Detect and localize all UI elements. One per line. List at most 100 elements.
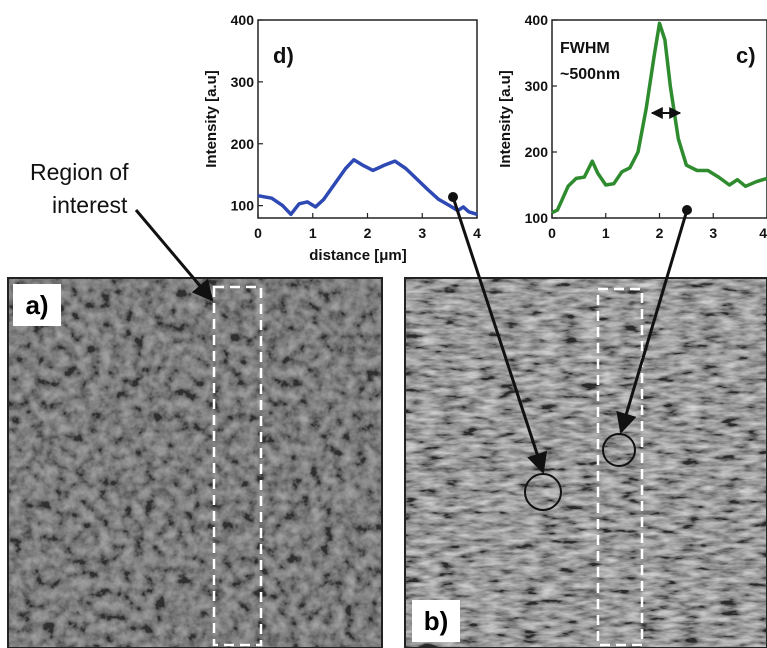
data-point bbox=[653, 55, 655, 58]
data-point bbox=[306, 201, 309, 203]
data-point bbox=[621, 171, 623, 173]
data-point bbox=[744, 185, 747, 188]
data-point bbox=[437, 198, 440, 201]
chart-d-ticks: 100 200 300 400 0 1 2 3 4 bbox=[231, 12, 481, 241]
chart-d: d) Intensity [a.u] distance [μm] 100 200 3… bbox=[203, 12, 481, 264]
fwhm-value: ~500nm bbox=[560, 66, 620, 83]
region-of-interest-box-b bbox=[596, 287, 644, 647]
y-tick-label: 100 bbox=[525, 210, 549, 226]
data-point bbox=[717, 176, 720, 178]
panel-b-label: b) bbox=[424, 606, 449, 636]
data-point bbox=[290, 213, 292, 216]
region-of-interest-box-a bbox=[212, 285, 263, 647]
data-point bbox=[448, 204, 451, 207]
chart-d-ylabel: Intensity [a.u] bbox=[203, 70, 220, 168]
data-point bbox=[344, 167, 347, 170]
panel-b-frame bbox=[404, 277, 767, 648]
data-point bbox=[405, 167, 407, 170]
leader-arrow-c bbox=[616, 209, 689, 435]
data-point bbox=[415, 178, 418, 180]
data-point bbox=[561, 197, 564, 199]
data-point bbox=[685, 164, 688, 166]
data-point bbox=[314, 206, 317, 208]
roi-annotation: Region of interest bbox=[30, 159, 214, 302]
data-point bbox=[696, 169, 698, 172]
data-point bbox=[394, 160, 396, 162]
x-tick-label: 1 bbox=[309, 225, 317, 241]
data-point bbox=[575, 177, 577, 180]
y-tick-label: 300 bbox=[231, 74, 255, 90]
data-point bbox=[613, 182, 615, 185]
roi-arrow bbox=[134, 209, 214, 302]
data-point bbox=[604, 184, 607, 186]
data-point bbox=[629, 167, 631, 169]
data-point bbox=[677, 138, 680, 140]
data-point bbox=[567, 185, 569, 188]
data-point bbox=[467, 211, 470, 213]
chart-c-panel-label: c) bbox=[736, 43, 756, 68]
chart-d-points bbox=[257, 159, 478, 216]
data-point bbox=[669, 85, 672, 87]
y-tick-label: 400 bbox=[525, 12, 549, 28]
x-tick-label: 2 bbox=[364, 225, 372, 241]
data-point bbox=[353, 159, 355, 161]
x-tick-label: 0 bbox=[548, 225, 556, 241]
chart-c: FWHM ~500nm c) Intensity [a.u] 100 200 300… bbox=[497, 12, 767, 241]
data-point bbox=[257, 194, 259, 197]
data-point bbox=[281, 204, 284, 207]
panel-b-label-bg bbox=[412, 600, 460, 642]
y-tick-label: 200 bbox=[525, 144, 549, 160]
hotspot-circle-left bbox=[524, 473, 562, 511]
x-tick-label: 2 bbox=[656, 225, 664, 241]
data-point bbox=[728, 184, 731, 186]
data-point bbox=[361, 163, 363, 166]
panel-a: a) bbox=[7, 277, 383, 648]
chart-d-frame bbox=[257, 19, 478, 219]
panel-a-label-bg bbox=[13, 284, 61, 326]
data-point bbox=[333, 183, 336, 185]
x-tick-label: 3 bbox=[418, 225, 426, 241]
data-point bbox=[637, 151, 639, 153]
data-point bbox=[556, 209, 559, 211]
data-point bbox=[736, 178, 739, 181]
panel-b: b) bbox=[404, 277, 767, 648]
chart-d-panel-label: d) bbox=[273, 43, 294, 68]
fwhm-label: FWHM bbox=[560, 40, 610, 57]
data-point bbox=[372, 169, 374, 172]
data-point bbox=[664, 39, 666, 41]
data-point bbox=[658, 22, 661, 25]
chart-c-points bbox=[551, 22, 767, 214]
data-point bbox=[426, 188, 429, 191]
chart-d-series-line bbox=[257, 158, 478, 217]
leader-arrow-d bbox=[451, 196, 548, 474]
data-point bbox=[462, 206, 465, 208]
roi-annotation-line2: interest bbox=[52, 192, 128, 218]
data-point bbox=[596, 172, 599, 174]
data-point bbox=[476, 213, 478, 216]
data-point bbox=[322, 198, 325, 201]
chart-c-ylabel: Intensity [a.u] bbox=[497, 70, 514, 168]
y-tick-label: 200 bbox=[231, 136, 255, 152]
data-point bbox=[707, 169, 709, 172]
chart-c-series-line bbox=[551, 21, 767, 215]
y-tick-label: 400 bbox=[231, 12, 255, 28]
data-point bbox=[583, 176, 586, 178]
y-tick-label: 100 bbox=[231, 198, 255, 214]
data-point bbox=[591, 160, 594, 163]
x-tick-label: 1 bbox=[602, 225, 610, 241]
data-point bbox=[298, 202, 300, 205]
x-tick-label: 0 bbox=[254, 225, 262, 241]
data-point bbox=[645, 108, 647, 110]
panel-a-label: a) bbox=[25, 290, 48, 320]
data-point bbox=[270, 197, 273, 199]
leader-arrows bbox=[448, 192, 692, 474]
x-tick-label: 4 bbox=[759, 225, 767, 241]
chart-c-ticks: 100 200 300 400 0 1 2 3 4 bbox=[525, 12, 767, 241]
data-point bbox=[755, 180, 758, 183]
data-point bbox=[383, 164, 385, 167]
roi-annotation-line1: Region of bbox=[30, 159, 129, 185]
x-tick-label: 3 bbox=[709, 225, 717, 241]
x-tick-label: 4 bbox=[473, 225, 481, 241]
y-tick-label: 300 bbox=[525, 78, 549, 94]
